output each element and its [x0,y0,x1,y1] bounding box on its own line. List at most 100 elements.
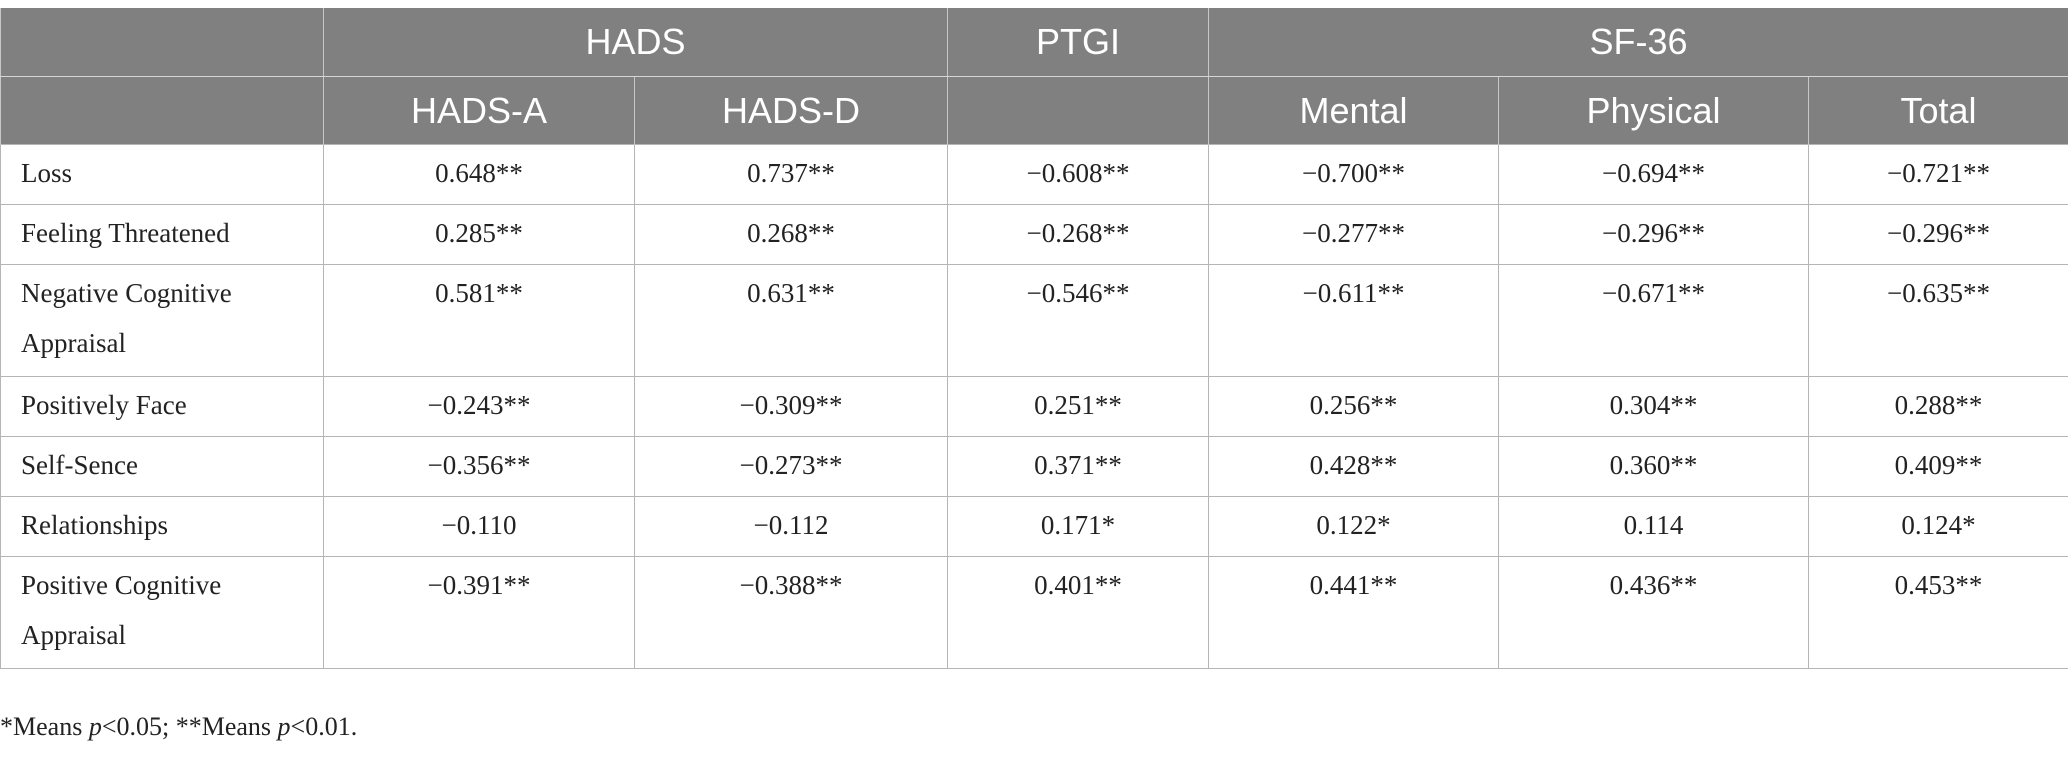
table-row: Negative Cognitive Appraisal 0.581** 0.63… [0,264,2068,377]
cell-value: 0.171* [1040,510,1116,540]
row-label-text: Positively Face [21,390,187,420]
cell-value: −0.635** [1887,278,1990,308]
table-cell: −0.277** [1208,204,1499,265]
cell-value: 0.304** [1609,390,1698,420]
row-label-line: Positive Cognitive [21,570,222,600]
row-label-text: Feeling Threatened [21,218,230,248]
table-cell: −0.611** [1208,264,1499,377]
table-cell: 0.251** [947,376,1209,437]
table-cell: −0.635** [1808,264,2068,377]
row-label: Self-Sence [0,436,324,497]
table-cell: −0.112 [634,496,948,557]
table-cell: 0.648** [323,144,635,205]
cell-value: 0.371** [1034,450,1122,480]
cell-value: 0.436** [1609,570,1698,600]
table-cell: 0.304** [1498,376,1809,437]
row-label: Negative Cognitive Appraisal [0,264,324,377]
table-cell: 0.285** [323,204,635,265]
table-row: Feeling Threatened 0.285** 0.268** −0.26… [0,204,2068,265]
cell-value: −0.273** [739,450,843,480]
footnote-text: <0.01. [290,712,358,741]
sub-header-hads-a: HADS-A [323,76,635,145]
row-label: Loss [0,144,324,205]
sub-header-blank [0,76,324,145]
cell-value: −0.296** [1887,218,1990,248]
cell-value: −0.296** [1602,218,1705,248]
table-cell: 0.268** [634,204,948,265]
row-label-text: Negative Cognitive Appraisal [21,265,323,368]
table-cell: −0.356** [323,436,635,497]
cell-value: −0.309** [739,390,843,420]
cell-value: 0.737** [747,158,835,188]
table-cell: −0.243** [323,376,635,437]
row-label-text: Positive Cognitive Appraisal [21,557,323,660]
table-cell: 0.401** [947,556,1209,669]
row-label: Feeling Threatened [0,204,324,265]
cell-value: 0.409** [1894,450,1983,480]
cell-value: −0.268** [1026,218,1130,248]
table-cell: −0.700** [1208,144,1499,205]
group-header-blank [0,8,324,77]
footnote-text: *Means [0,712,89,741]
row-label: Positively Face [0,376,324,437]
sub-header-row: HADS-A HADS-D Mental Physical Total [0,76,2068,145]
sub-header-total: Total [1808,76,2068,145]
footnote-p-symbol: p [277,712,291,741]
table-cell: −0.671** [1498,264,1809,377]
table-cell: 0.288** [1808,376,2068,437]
cell-value: −0.721** [1887,158,1990,188]
cell-value: 0.268** [747,218,835,248]
cell-value: −0.694** [1602,158,1705,188]
cell-value: −0.356** [427,450,531,480]
table-row: Positively Face −0.243** −0.309** 0.251*… [0,376,2068,437]
table-cell: 0.441** [1208,556,1499,669]
table-cell: 0.360** [1498,436,1809,497]
cell-value: 0.285** [435,218,523,248]
table-row: Self-Sence −0.356** −0.273** 0.371** 0.4… [0,436,2068,497]
cell-value: 0.648** [435,158,523,188]
table-cell: 0.436** [1498,556,1809,669]
row-label: Positive Cognitive Appraisal [0,556,324,669]
cell-value: 0.256** [1309,390,1398,420]
correlation-table-container: HADS PTGI SF-36 HADS-A HADS-D Mental Phy… [0,8,2068,669]
cell-value: 0.122* [1316,510,1391,540]
table-cell: 0.114 [1498,496,1809,557]
table-cell: −0.546** [947,264,1209,377]
cell-value: −0.546** [1026,278,1130,308]
sub-header-physical: Physical [1498,76,1809,145]
table-cell: 0.124* [1808,496,2068,557]
cell-value: 0.631** [747,278,835,308]
table-cell: −0.110 [323,496,635,557]
table-cell: −0.721** [1808,144,2068,205]
table-cell: −0.268** [947,204,1209,265]
row-label-line: Appraisal [21,328,126,358]
cell-value: 0.288** [1894,390,1983,420]
group-header-sf36: SF-36 [1208,8,2068,77]
cell-value: −0.391** [427,570,531,600]
table-cell: 0.581** [323,264,635,377]
cell-value: 0.114 [1623,510,1684,540]
cell-value: −0.671** [1602,278,1705,308]
table-cell: 0.171* [947,496,1209,557]
group-header-row: HADS PTGI SF-36 [0,8,2068,77]
row-label: Relationships [0,496,324,557]
cell-value: 0.401** [1034,570,1122,600]
sub-header-hads-d: HADS-D [634,76,948,145]
table-cell: −0.694** [1498,144,1809,205]
table-header: HADS PTGI SF-36 HADS-A HADS-D Mental Phy… [0,8,2068,145]
table-cell: −0.296** [1498,204,1809,265]
group-header-ptgi: PTGI [947,8,1209,77]
footnote-p-symbol: p [88,712,102,741]
cell-value: 0.581** [435,278,523,308]
table-cell: 0.371** [947,436,1209,497]
cell-value: −0.112 [753,510,829,540]
table-cell: −0.273** [634,436,948,497]
table-cell: 0.256** [1208,376,1499,437]
cell-value: −0.608** [1026,158,1130,188]
row-label-text: Loss [21,158,73,188]
row-label-line: Negative Cognitive [21,278,232,308]
table-cell: 0.409** [1808,436,2068,497]
table-cell: 0.737** [634,144,948,205]
cell-value: 0.251** [1034,390,1122,420]
row-label-text: Self-Sence [21,450,138,480]
